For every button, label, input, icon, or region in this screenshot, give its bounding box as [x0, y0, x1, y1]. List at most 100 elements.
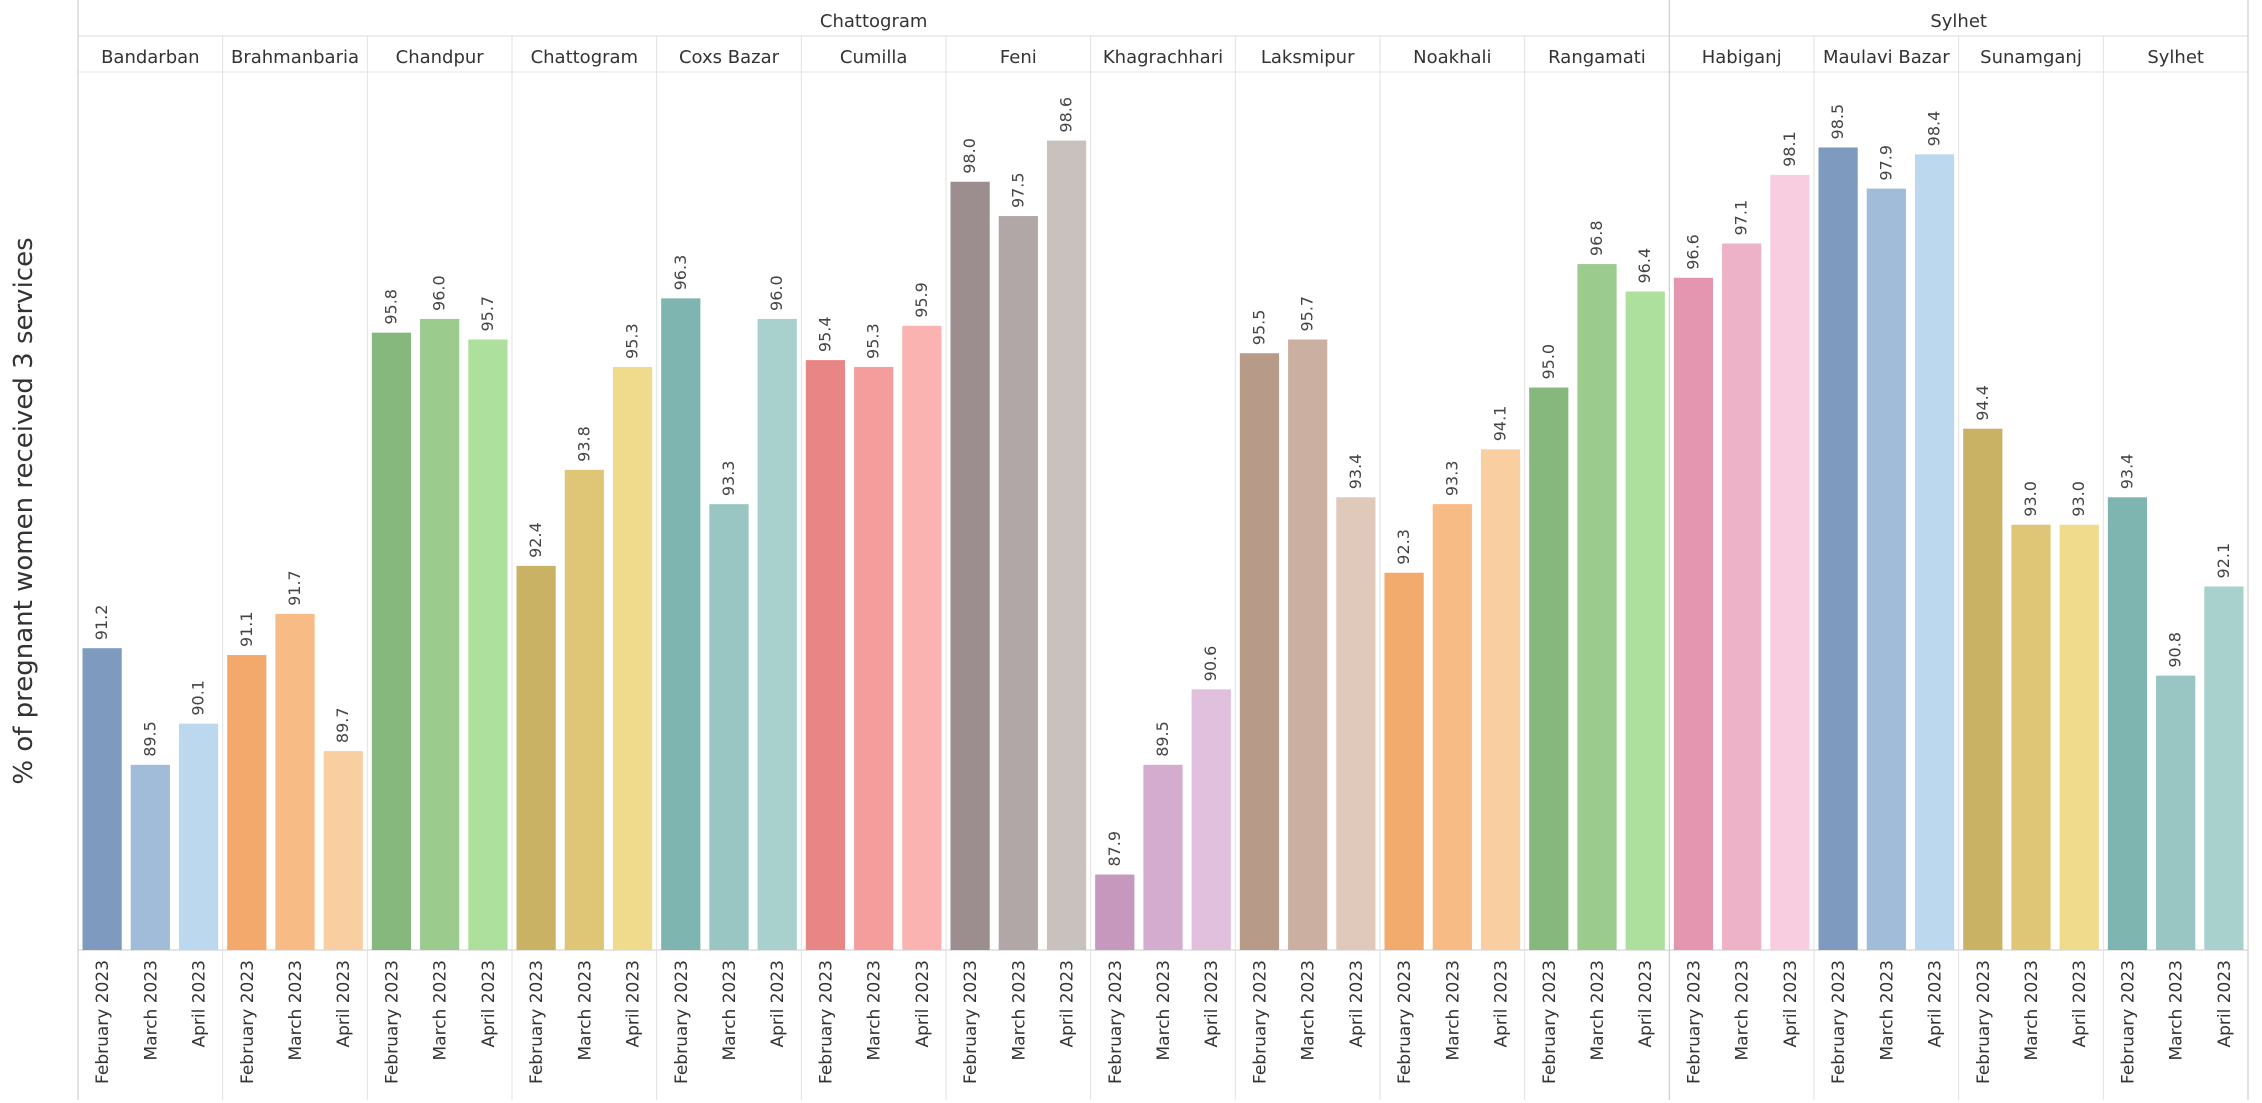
bar[interactable] — [1288, 339, 1328, 950]
bar-value-label: 96.4 — [1635, 248, 1654, 284]
bar[interactable] — [130, 764, 170, 950]
bar[interactable] — [1818, 147, 1858, 950]
bar[interactable] — [854, 366, 894, 950]
bar[interactable] — [661, 298, 701, 950]
bar[interactable] — [420, 318, 460, 950]
month-tick-label: February 2023 — [1250, 960, 1270, 1084]
bar[interactable] — [1432, 504, 1472, 950]
bar[interactable] — [1625, 291, 1665, 951]
bar[interactable] — [1384, 572, 1424, 950]
bar-value-label: 91.7 — [285, 570, 304, 606]
month-tick-label: March 2023 — [1588, 960, 1608, 1061]
bar-value-label: 97.9 — [1876, 145, 1895, 181]
bar-value-label: 92.1 — [2214, 543, 2233, 579]
district-label: Rangamati — [1548, 47, 1646, 68]
bar[interactable] — [1673, 277, 1714, 950]
bar[interactable] — [178, 723, 219, 950]
bar[interactable] — [468, 339, 508, 950]
month-tick-label: February 2023 — [1974, 960, 1994, 1084]
bar[interactable] — [275, 613, 315, 950]
bar[interactable] — [757, 318, 797, 950]
bar-value-label: 98.6 — [1057, 97, 1076, 133]
bar-value-label: 95.7 — [478, 296, 497, 332]
bar[interactable] — [227, 655, 267, 950]
bar[interactable] — [2107, 497, 2148, 950]
month-tick-label: April 2023 — [1058, 960, 1078, 1048]
bar[interactable] — [1239, 353, 1280, 950]
month-tick-label: February 2023 — [961, 960, 981, 1084]
bar[interactable] — [82, 648, 122, 950]
bar-value-label: 96.6 — [1683, 234, 1702, 270]
bar[interactable] — [1143, 764, 1183, 950]
bar[interactable] — [2059, 524, 2099, 950]
month-tick-label: February 2023 — [672, 960, 692, 1084]
month-tick-label: April 2023 — [2070, 960, 2090, 1048]
bar-value-label: 93.8 — [574, 426, 593, 462]
bar-value-label: 96.8 — [1587, 220, 1606, 256]
division-label: Chattogram — [820, 11, 928, 32]
bar[interactable] — [950, 181, 990, 950]
bar-value-label: 91.2 — [92, 605, 111, 641]
bar-value-label: 96.0 — [767, 275, 786, 311]
bar[interactable] — [1336, 497, 1376, 950]
month-tick-label: February 2023 — [382, 960, 402, 1084]
month-tick-label: April 2023 — [190, 960, 210, 1048]
bar-value-label: 89.7 — [333, 707, 352, 743]
bar[interactable] — [2156, 675, 2196, 950]
month-tick-label: March 2023 — [431, 960, 451, 1061]
month-tick-label: March 2023 — [865, 960, 885, 1061]
month-tick-label: February 2023 — [93, 960, 113, 1084]
month-tick-label: April 2023 — [1781, 960, 1801, 1048]
bar[interactable] — [998, 216, 1038, 950]
bar-value-label: 91.1 — [237, 611, 256, 647]
bar-value-label: 97.1 — [1732, 200, 1751, 236]
bar-value-label: 98.4 — [1925, 111, 1944, 147]
month-tick-label: April 2023 — [913, 960, 933, 1048]
bar[interactable] — [1095, 874, 1135, 950]
bar[interactable] — [1577, 264, 1617, 950]
bar[interactable] — [1770, 174, 1810, 950]
district-label: Sunamganj — [1980, 47, 2082, 68]
bar-value-label: 94.1 — [1491, 406, 1510, 442]
bar-value-label: 92.4 — [526, 522, 545, 558]
bar[interactable] — [323, 751, 363, 950]
bar-value-label: 89.5 — [140, 721, 159, 757]
bar[interactable] — [564, 469, 604, 950]
district-label: Feni — [1000, 47, 1037, 68]
bar[interactable] — [1722, 243, 1762, 950]
month-tick-label: March 2023 — [575, 960, 595, 1061]
month-tick-label: April 2023 — [1636, 960, 1656, 1048]
month-tick-label: March 2023 — [1154, 960, 1174, 1061]
month-tick-label: February 2023 — [238, 960, 258, 1084]
district-label: Khagrachhari — [1103, 47, 1223, 68]
bar[interactable] — [805, 360, 846, 950]
bar[interactable] — [1191, 689, 1231, 950]
bar[interactable] — [1963, 428, 2003, 950]
district-label: Chattogram — [531, 47, 639, 68]
bar[interactable] — [1914, 154, 1955, 950]
district-label: Cumilla — [840, 47, 908, 68]
district-label: Noakhali — [1413, 47, 1491, 68]
bar[interactable] — [902, 325, 942, 950]
bar-value-label: 95.3 — [623, 323, 642, 359]
bar[interactable] — [2011, 524, 2051, 950]
bar[interactable] — [371, 332, 412, 950]
bar[interactable] — [1529, 387, 1569, 950]
bar[interactable] — [1866, 188, 1906, 950]
bar[interactable] — [1480, 449, 1521, 950]
month-tick-label: March 2023 — [1443, 960, 1463, 1061]
bar-value-label: 87.9 — [1105, 831, 1124, 867]
bar[interactable] — [709, 504, 749, 950]
month-tick-label: April 2023 — [1202, 960, 1222, 1048]
district-label: Sylhet — [2147, 47, 2204, 68]
bar-value-label: 98.5 — [1828, 104, 1847, 140]
bar-value-label: 93.4 — [2117, 454, 2136, 490]
month-tick-label: March 2023 — [1009, 960, 1029, 1061]
bar[interactable] — [612, 366, 653, 950]
bar[interactable] — [1046, 140, 1087, 950]
month-tick-label: April 2023 — [479, 960, 499, 1048]
bar[interactable] — [2204, 586, 2244, 950]
bar[interactable] — [516, 565, 556, 950]
month-tick-label: March 2023 — [720, 960, 740, 1061]
